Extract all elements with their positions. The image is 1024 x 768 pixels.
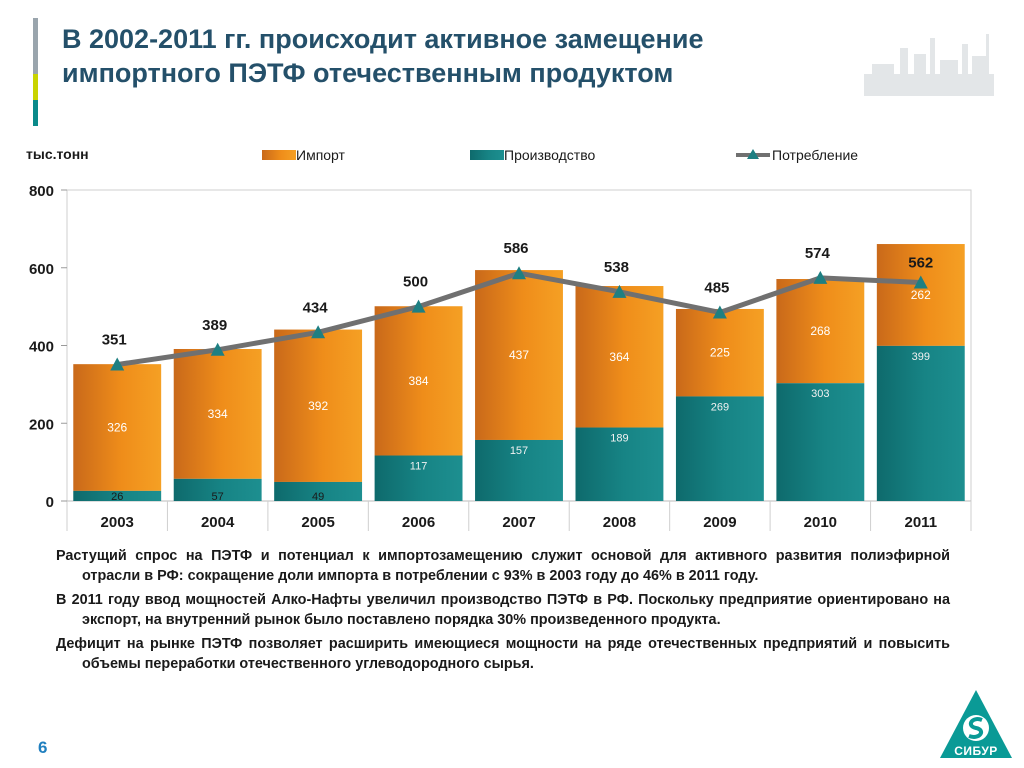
page-title: В 2002-2011 гг. происходит активное заме…: [62, 22, 782, 90]
y-tick-label: 0: [46, 494, 54, 511]
bar-production: [173, 478, 262, 501]
bar-production: [876, 345, 965, 501]
body-text: Растущий спрос на ПЭТФ и потенциал к имп…: [56, 546, 950, 678]
data-label-consumption: 485: [704, 279, 729, 296]
bar-production: [575, 427, 664, 501]
x-tick-label: 2006: [402, 514, 435, 531]
bar-import: [675, 308, 764, 397]
data-label-import: 392: [308, 399, 328, 413]
chart-axes: 0 200 400 600 800 2003 2004 2005 2006 2007 2008 200…: [29, 183, 972, 531]
sibur-logo-icon: [940, 690, 1012, 758]
data-label-consumption: 500: [403, 274, 428, 291]
logo-text: СИБУР: [954, 744, 998, 758]
bar-production: [374, 455, 463, 501]
data-label-import: 334: [208, 407, 228, 421]
y-tick-label: 200: [29, 416, 54, 433]
accent-bar-gray: [33, 18, 38, 74]
data-label-production: 157: [510, 445, 528, 457]
x-tick-label: 2011: [905, 514, 938, 531]
data-label-consumption: 586: [503, 240, 528, 257]
legend: Импорт Производство Потребление: [262, 147, 858, 163]
x-tick-label: 2008: [603, 514, 636, 531]
title-line-1: В 2002-2011 гг. происходит активное заме…: [62, 24, 704, 54]
data-label-import: 326: [107, 421, 127, 435]
data-label-import: 225: [710, 346, 730, 360]
consumption-point: [712, 305, 727, 319]
bar-import: [575, 286, 664, 428]
bar-production: [675, 396, 764, 501]
y-tick-label: 400: [29, 339, 54, 356]
data-label-production: 399: [912, 351, 930, 363]
legend-label-import: Импорт: [296, 147, 346, 163]
bar-import: [374, 306, 463, 456]
bar-import: [776, 279, 865, 384]
data-label-consumption: 574: [805, 245, 831, 262]
bar-production: [274, 481, 363, 501]
page-number: 6: [38, 738, 48, 757]
x-tick-label: 2007: [502, 514, 535, 531]
accent-bar-yellow: [33, 74, 38, 100]
data-label-import: 437: [509, 348, 529, 362]
data-label-consumption: 434: [303, 299, 329, 316]
data-label-consumption: 562: [908, 255, 933, 272]
y-tick-label: 800: [29, 183, 54, 200]
data-label-import: 268: [810, 324, 830, 338]
sibur-logo: СИБУР: [938, 688, 1014, 762]
chart-line: [110, 266, 928, 371]
x-tick-label: 2010: [804, 514, 837, 531]
legend-swatch-import: [262, 150, 296, 160]
x-tick-label: 2004: [201, 514, 235, 531]
y-unit-label: тыс.тонн: [26, 146, 89, 162]
paragraph-2: В 2011 году ввод мощностей Алко-Нафты ув…: [56, 592, 950, 628]
consumption-point: [913, 275, 928, 289]
bar-import: [173, 348, 262, 479]
data-label-production: 303: [811, 388, 829, 400]
legend-label-consumption: Потребление: [772, 147, 858, 163]
factory-skyline-icon: [864, 34, 994, 96]
consumption-point: [411, 299, 426, 313]
bar-production: [475, 439, 563, 501]
title-line-2: импортного ПЭТФ отечественным продуктом: [62, 58, 674, 88]
legend-label-production: Производство: [504, 147, 595, 163]
x-tick-label: 2005: [301, 514, 334, 531]
data-label-production: 57: [212, 491, 224, 503]
bar-import: [73, 364, 162, 491]
legend-swatch-production: [470, 150, 504, 160]
data-label-production: 49: [312, 491, 324, 503]
consumption-point: [311, 325, 326, 339]
bar-import: [876, 244, 965, 346]
data-label-production: 117: [410, 461, 428, 473]
consumption-point: [612, 284, 627, 298]
data-label-consumption: 351: [102, 332, 127, 349]
bar-production: [73, 490, 162, 501]
data-label-consumption: 389: [202, 317, 227, 334]
consumption-point: [512, 266, 526, 280]
bar-import: [274, 329, 363, 482]
data-label-import: 384: [409, 374, 429, 388]
paragraph-3: Дефицит на рынке ПЭТФ позволяет расширит…: [56, 636, 950, 672]
accent-bar-teal: [33, 100, 38, 126]
chart-bars: [73, 244, 965, 501]
stacked-bar-chart: тыс.тонн Импорт Производство Потребление…: [26, 146, 972, 531]
x-tick-label: 2003: [101, 514, 134, 531]
data-label-consumption: 538: [604, 259, 629, 276]
legend-marker-consumption: [747, 149, 759, 159]
bar-production: [776, 383, 865, 501]
y-tick-label: 600: [29, 261, 54, 278]
x-tick-label: 2009: [703, 514, 736, 531]
data-label-production: 26: [111, 491, 123, 503]
bar-import: [475, 270, 563, 440]
data-label-production: 269: [711, 401, 729, 413]
data-label-production: 189: [610, 433, 628, 445]
data-label-import: 364: [609, 350, 629, 364]
paragraph-1: Растущий спрос на ПЭТФ и потенциал к имп…: [56, 548, 950, 584]
consumption-point: [813, 270, 828, 284]
consumption-point: [110, 357, 125, 371]
consumption-point: [210, 342, 225, 356]
chart-labels: 26 326 57 334 49 392 117 384 157 437 189 364 269 225 3…: [102, 240, 934, 503]
data-label-import: 262: [911, 288, 931, 302]
